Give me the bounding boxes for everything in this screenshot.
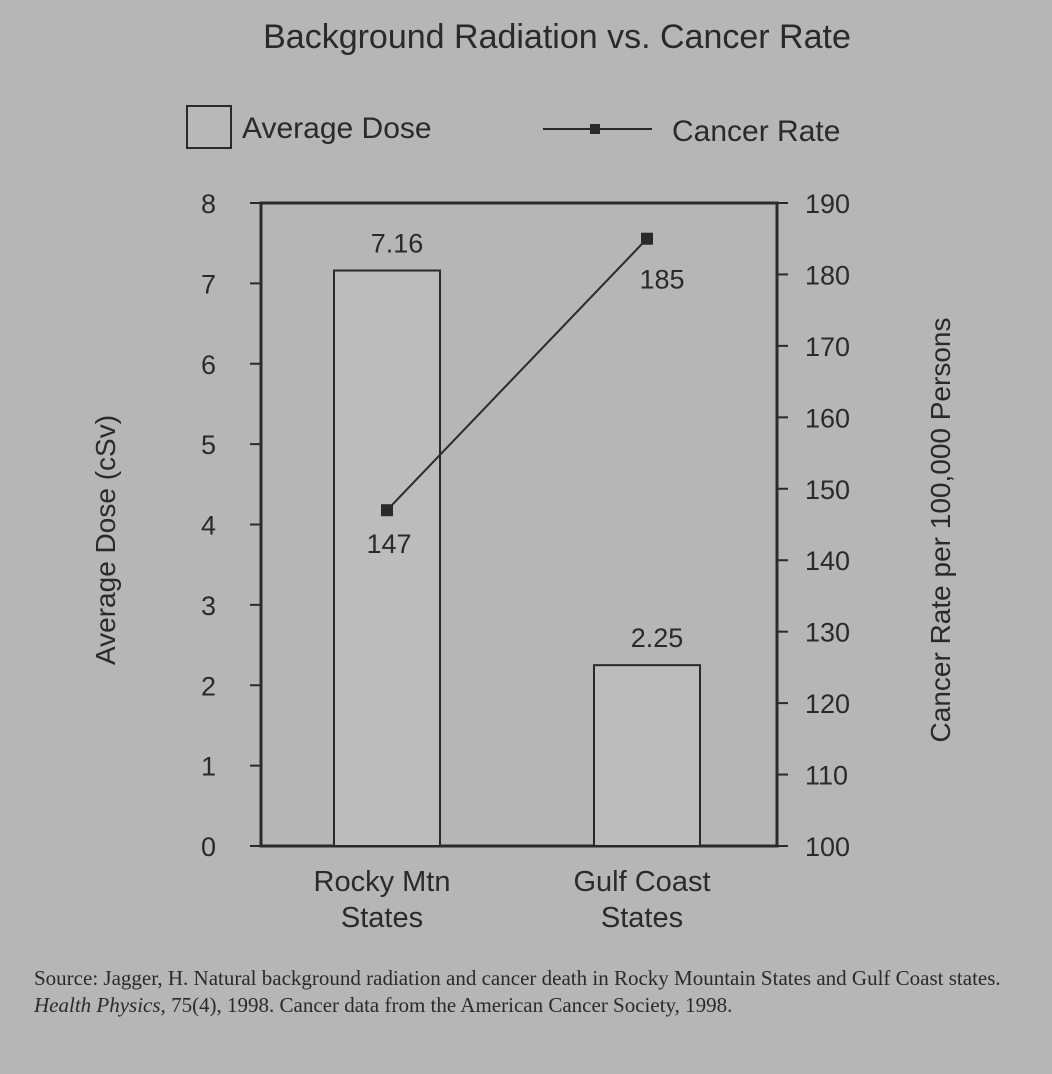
right-tick-label: 130: [805, 618, 850, 648]
right-tick-label: 140: [805, 546, 850, 576]
left-axis-title: Average Dose (cSv): [90, 415, 121, 665]
left-tick-label: 1: [201, 752, 216, 782]
legend-bar-swatch: [186, 105, 232, 149]
source-journal: Health Physics,: [34, 993, 166, 1017]
line-series-cancer-rate: 147 185: [366, 232, 685, 559]
line-value-label: 185: [639, 265, 684, 295]
bar-value-label: 2.25: [631, 623, 684, 653]
source-note: Source: Jagger, H. Natural background ra…: [34, 965, 1024, 1019]
right-axis-title: Cancer Rate per 100,000 Persons: [925, 318, 956, 743]
legend-line-marker: [590, 124, 600, 134]
bar-average-dose: [333, 269, 441, 847]
cancer-rate-point: [381, 504, 393, 517]
legend-average-dose-label: Average Dose: [242, 112, 432, 145]
left-axis: 0 1 2 3 4 5 6 7 8: [201, 189, 261, 862]
right-tick-label: 190: [805, 189, 850, 219]
bar-value-label: 7.16: [371, 229, 424, 259]
x-axis-categories: Rocky Mtn States Gulf Coast States: [314, 866, 711, 934]
right-tick-label: 180: [805, 260, 850, 290]
chart-svg: Background Radiation vs. Cancer Rate Ave…: [90, 18, 956, 934]
cancer-rate-point: [641, 232, 653, 245]
right-tick-label: 150: [805, 475, 850, 505]
left-tick-label: 0: [201, 832, 216, 862]
right-tick-label: 100: [805, 832, 850, 862]
x-category-label: States: [601, 902, 683, 934]
cancer-rate-line: [386, 238, 648, 511]
right-tick-label: 110: [805, 761, 848, 791]
left-tick-label: 7: [201, 269, 216, 299]
source-text-1: Jagger, H. Natural background radiation …: [98, 966, 1001, 990]
x-category-label: Gulf Coast: [574, 866, 711, 898]
legend-cancer-rate-label: Cancer Rate: [672, 115, 840, 148]
line-value-label: 147: [366, 529, 411, 559]
left-tick-label: 5: [201, 430, 216, 460]
source-label: Source:: [34, 966, 99, 990]
chart-title: Background Radiation vs. Cancer Rate: [263, 18, 851, 56]
source-text-2: 75(4), 1998. Cancer data from the Americ…: [165, 993, 733, 1017]
x-category-label: Rocky Mtn: [314, 866, 451, 898]
bar-series-average-dose: 7.16 2.25: [333, 229, 701, 847]
left-tick-label: 8: [201, 189, 216, 219]
left-tick-label: 4: [201, 511, 216, 541]
left-tick-label: 6: [201, 350, 216, 380]
left-tick-label: 3: [201, 591, 216, 621]
bar-average-dose: [593, 664, 701, 847]
x-category-label: States: [341, 902, 423, 934]
right-tick-label: 160: [805, 403, 850, 433]
right-tick-label: 170: [805, 332, 850, 362]
left-tick-label: 2: [201, 671, 216, 701]
legend: Average Dose Cancer Rate: [186, 105, 840, 149]
right-tick-label: 120: [805, 689, 850, 719]
right-axis: 100 110 120 130 140 150 160 170 180 190: [777, 189, 850, 862]
